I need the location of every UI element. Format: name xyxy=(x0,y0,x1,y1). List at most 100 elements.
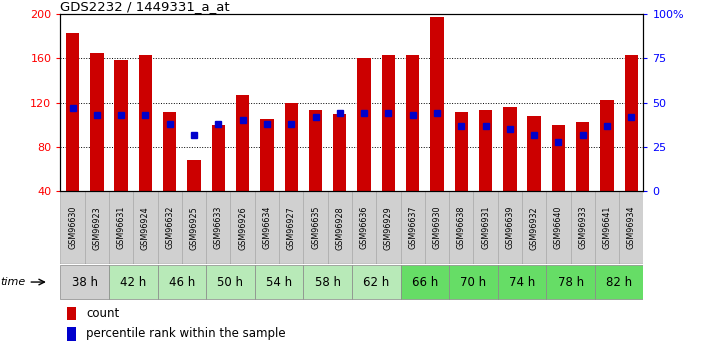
Bar xyxy=(619,191,643,264)
Bar xyxy=(400,265,449,299)
Bar xyxy=(304,265,352,299)
Bar xyxy=(206,265,255,299)
Bar xyxy=(503,107,516,191)
Text: 78 h: 78 h xyxy=(557,276,584,288)
Bar xyxy=(625,55,638,191)
Bar xyxy=(163,111,176,191)
Bar xyxy=(134,191,158,264)
Bar xyxy=(528,116,541,191)
Text: GSM96933: GSM96933 xyxy=(578,206,587,249)
Text: 50 h: 50 h xyxy=(218,276,243,288)
Bar xyxy=(552,125,565,191)
Text: percentile rank within the sample: percentile rank within the sample xyxy=(86,327,286,340)
Text: 38 h: 38 h xyxy=(72,276,97,288)
Bar xyxy=(454,111,468,191)
Text: GSM96631: GSM96631 xyxy=(117,206,126,249)
Text: time: time xyxy=(0,277,26,287)
Bar xyxy=(66,33,79,191)
Bar xyxy=(576,121,589,191)
Bar xyxy=(279,191,304,264)
Bar xyxy=(68,327,76,341)
Bar xyxy=(358,58,370,191)
Bar xyxy=(109,191,134,264)
Text: count: count xyxy=(86,307,119,320)
Bar xyxy=(498,191,522,264)
Bar xyxy=(595,191,619,264)
Bar xyxy=(304,191,328,264)
Bar xyxy=(522,191,546,264)
Text: 42 h: 42 h xyxy=(120,276,146,288)
Text: GSM96637: GSM96637 xyxy=(408,206,417,249)
Bar xyxy=(570,191,595,264)
Bar xyxy=(68,307,76,320)
Text: GSM96931: GSM96931 xyxy=(481,206,490,249)
Text: GSM96930: GSM96930 xyxy=(432,206,442,249)
Bar xyxy=(449,191,474,264)
Text: GSM96924: GSM96924 xyxy=(141,206,150,249)
Bar xyxy=(479,110,492,191)
Text: GSM96638: GSM96638 xyxy=(456,206,466,249)
Bar xyxy=(546,191,570,264)
Bar xyxy=(260,119,274,191)
Text: GSM96925: GSM96925 xyxy=(190,206,198,249)
Bar xyxy=(212,125,225,191)
Text: GSM96635: GSM96635 xyxy=(311,206,320,249)
Text: 54 h: 54 h xyxy=(266,276,292,288)
Text: GSM96633: GSM96633 xyxy=(214,206,223,249)
Bar xyxy=(206,191,230,264)
Text: GSM96634: GSM96634 xyxy=(262,206,272,249)
Bar xyxy=(158,191,182,264)
Bar xyxy=(352,191,376,264)
Text: 74 h: 74 h xyxy=(509,276,535,288)
Text: 82 h: 82 h xyxy=(606,276,632,288)
Bar xyxy=(188,160,201,191)
Text: 46 h: 46 h xyxy=(169,276,195,288)
Bar xyxy=(90,53,104,191)
Bar xyxy=(255,191,279,264)
Text: GSM96636: GSM96636 xyxy=(360,206,368,249)
Bar xyxy=(449,265,498,299)
Text: 66 h: 66 h xyxy=(412,276,438,288)
Text: GDS2232 / 1449331_a_at: GDS2232 / 1449331_a_at xyxy=(60,0,230,13)
Text: GSM96641: GSM96641 xyxy=(602,206,611,249)
Text: GSM96927: GSM96927 xyxy=(287,206,296,249)
Bar xyxy=(430,17,444,191)
Bar xyxy=(158,265,206,299)
Bar xyxy=(114,60,128,191)
Bar xyxy=(498,265,546,299)
Text: GSM96630: GSM96630 xyxy=(68,206,77,249)
Text: GSM96632: GSM96632 xyxy=(165,206,174,249)
Bar xyxy=(333,114,346,191)
Bar xyxy=(284,103,298,191)
Bar xyxy=(139,55,152,191)
Text: 58 h: 58 h xyxy=(315,276,341,288)
Text: GSM96926: GSM96926 xyxy=(238,206,247,249)
Bar xyxy=(376,191,400,264)
Bar xyxy=(600,100,614,191)
Bar xyxy=(230,191,255,264)
Text: GSM96932: GSM96932 xyxy=(530,206,539,249)
Bar xyxy=(236,95,250,191)
Bar xyxy=(474,191,498,264)
Text: GSM96639: GSM96639 xyxy=(506,206,514,249)
Text: GSM96929: GSM96929 xyxy=(384,206,393,249)
Bar xyxy=(328,191,352,264)
Bar xyxy=(352,265,400,299)
Bar xyxy=(109,265,158,299)
Bar xyxy=(60,265,109,299)
Bar xyxy=(182,191,206,264)
Text: GSM96923: GSM96923 xyxy=(92,206,102,249)
Bar xyxy=(595,265,643,299)
Bar xyxy=(60,191,85,264)
Bar xyxy=(406,55,419,191)
Bar xyxy=(400,191,425,264)
Text: 70 h: 70 h xyxy=(460,276,486,288)
Text: GSM96640: GSM96640 xyxy=(554,206,563,249)
Text: 62 h: 62 h xyxy=(363,276,390,288)
Bar xyxy=(85,191,109,264)
Bar xyxy=(425,191,449,264)
Bar xyxy=(255,265,304,299)
Text: GSM96928: GSM96928 xyxy=(336,206,344,249)
Bar xyxy=(382,55,395,191)
Bar xyxy=(309,110,322,191)
